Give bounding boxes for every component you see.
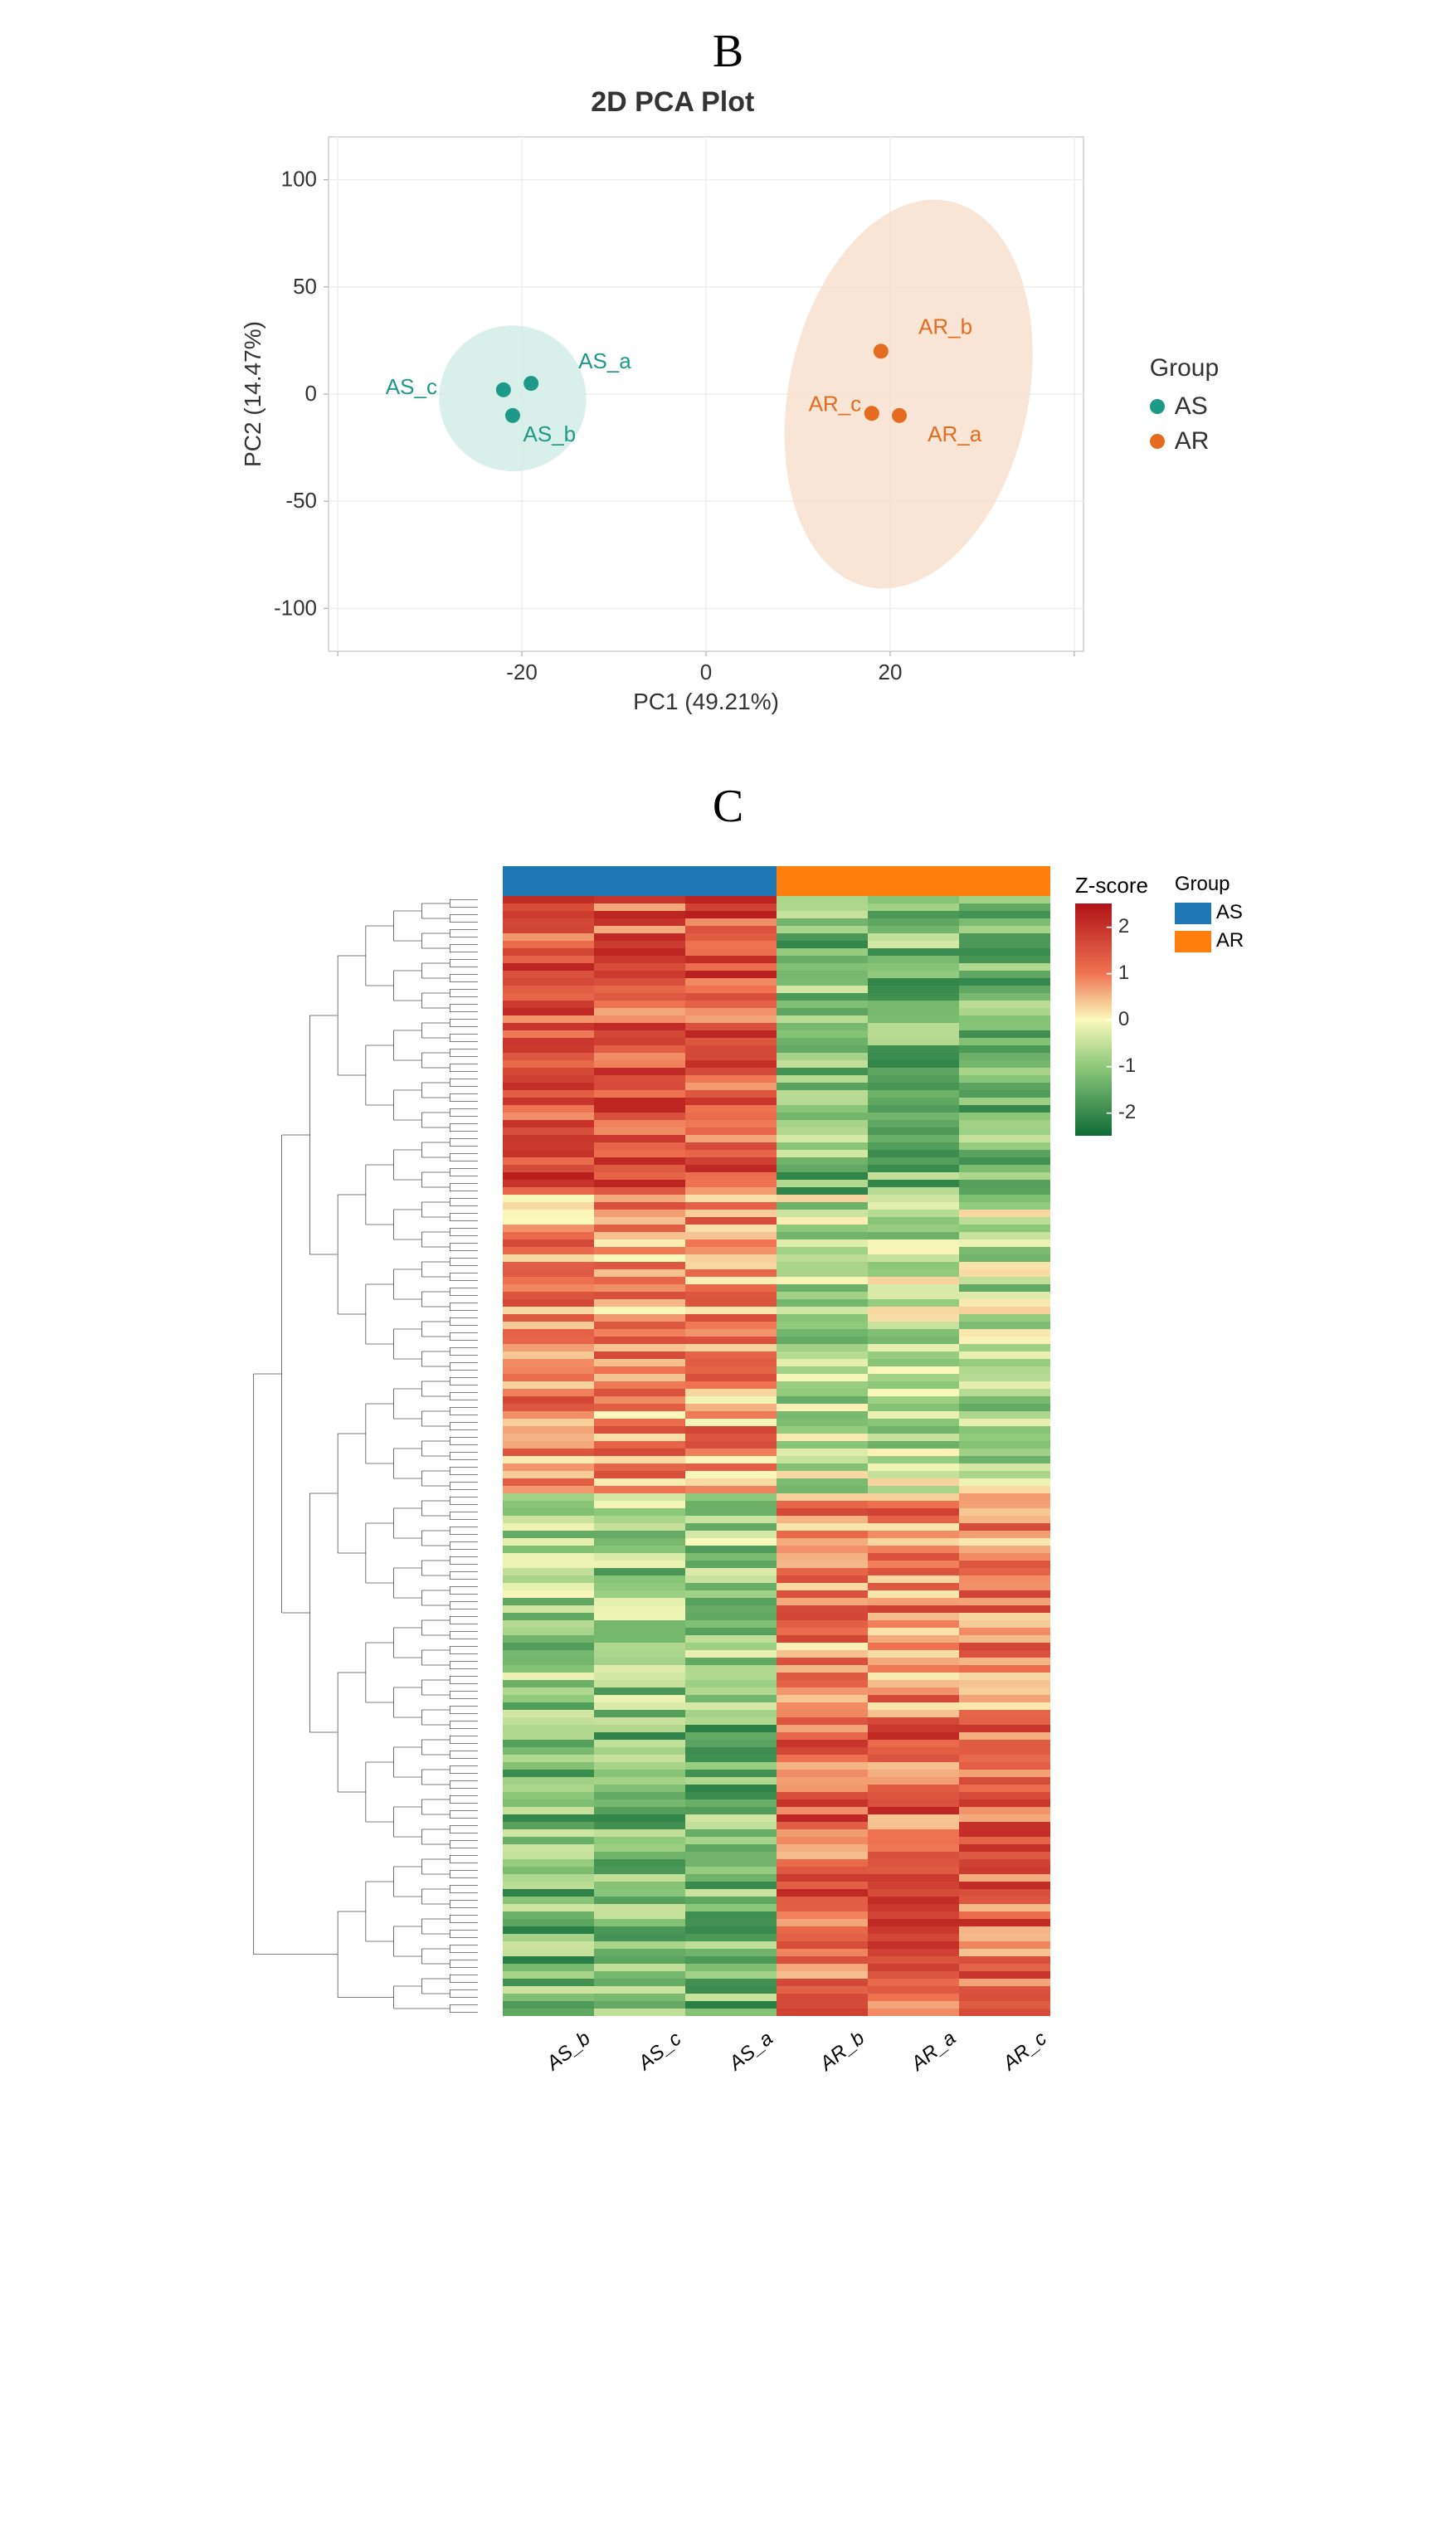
zscore-tick: -1 xyxy=(1118,1054,1136,1078)
legend-dot-icon xyxy=(1150,434,1165,449)
svg-text:0: 0 xyxy=(700,660,712,684)
heatmap-column-labels: AS_bAS_cAS_aAR_bAR_aAR_c xyxy=(503,2025,1050,2048)
legend-dot-icon xyxy=(1150,399,1165,414)
swatch-icon xyxy=(1175,903,1211,924)
group-legend-label: AR xyxy=(1216,929,1244,952)
annot-as xyxy=(685,866,777,896)
group-legend-item-ar: AR xyxy=(1175,929,1244,952)
svg-text:-100: -100 xyxy=(274,595,317,620)
heatmap-col-as_a: AS_a xyxy=(708,2014,794,2089)
zscore-colorbar: Z-score 2 1 0 -1 -2 xyxy=(1075,873,1152,2048)
pca-legend-item-as: AS xyxy=(1150,392,1219,421)
panel-b-label: B xyxy=(17,25,1439,78)
pca-legend-title: Group xyxy=(1150,354,1219,382)
svg-text:PC2 (14.47%): PC2 (14.47%) xyxy=(240,321,265,467)
panel-c-label: C xyxy=(17,780,1439,833)
svg-text:AR_b: AR_b xyxy=(918,314,972,339)
annot-ar xyxy=(868,866,959,896)
pca-title: 2D PCA Plot xyxy=(237,86,1108,119)
group-legend-label: AS xyxy=(1216,901,1243,923)
svg-text:20: 20 xyxy=(878,660,902,684)
svg-text:AS_c: AS_c xyxy=(386,374,437,399)
annot-as xyxy=(503,866,594,896)
zscore-tick: -2 xyxy=(1118,1101,1136,1124)
heatmap-group-annotation xyxy=(503,866,1050,896)
annot-as xyxy=(594,866,685,896)
svg-text:AS_a: AS_a xyxy=(578,348,631,373)
annot-ar xyxy=(777,866,868,896)
pca-svg: AS_a AS_b AS_c AR_a AR_b AR_c -20 0 20 -100 -50 0 50… xyxy=(237,129,1108,726)
pca-legend-item-ar: AR xyxy=(1150,427,1219,455)
svg-text:50: 50 xyxy=(293,274,317,299)
svg-text:0: 0 xyxy=(304,381,316,406)
legend-label: AS xyxy=(1175,392,1208,421)
heatmap-group-legend-title: Group xyxy=(1175,873,1244,896)
svg-text:-20: -20 xyxy=(506,660,538,684)
svg-text:100: 100 xyxy=(280,167,316,192)
pca-plot: 2D PCA Plot AS_a AS_b AS_c AR_a AR_b AR_c -20 0… xyxy=(17,86,1439,730)
heatmap-col-ar_c: AR_c xyxy=(981,2014,1068,2089)
svg-text:PC1 (49.21%): PC1 (49.21%) xyxy=(633,689,779,714)
swatch-icon xyxy=(1175,931,1211,952)
group-legend-item-as: AS xyxy=(1175,901,1244,924)
svg-text:AR_c: AR_c xyxy=(808,392,861,416)
heatmap-col-ar_b: AR_b xyxy=(799,2014,885,2089)
heatmap-col-as_b: AS_b xyxy=(525,2014,611,2089)
svg-text:AS_b: AS_b xyxy=(523,421,576,446)
svg-text:AR_a: AR_a xyxy=(928,421,982,446)
heatmap-col-as_c: AS_c xyxy=(616,2014,703,2089)
zscore-tick: 2 xyxy=(1118,915,1129,938)
heatmap-body xyxy=(503,896,1050,2016)
heatmap-group-legend: Group AS AR xyxy=(1175,873,1244,2048)
zscore-tick: 1 xyxy=(1118,962,1129,985)
legend-label: AR xyxy=(1175,427,1210,455)
pca-legend: Group AS AR xyxy=(1150,354,1219,462)
svg-text:-50: -50 xyxy=(285,488,317,513)
heatmap-col-ar_a: AR_a xyxy=(890,2014,976,2089)
dendrogram xyxy=(212,866,478,2016)
zscore-title: Z-score xyxy=(1075,873,1148,898)
zscore-tick: 0 xyxy=(1118,1008,1129,1031)
heatmap-figure: AS_bAS_cAS_aAR_bAR_aAR_c Z-score 2 1 0 -1 -2… xyxy=(17,866,1439,2048)
annot-ar xyxy=(959,866,1050,896)
